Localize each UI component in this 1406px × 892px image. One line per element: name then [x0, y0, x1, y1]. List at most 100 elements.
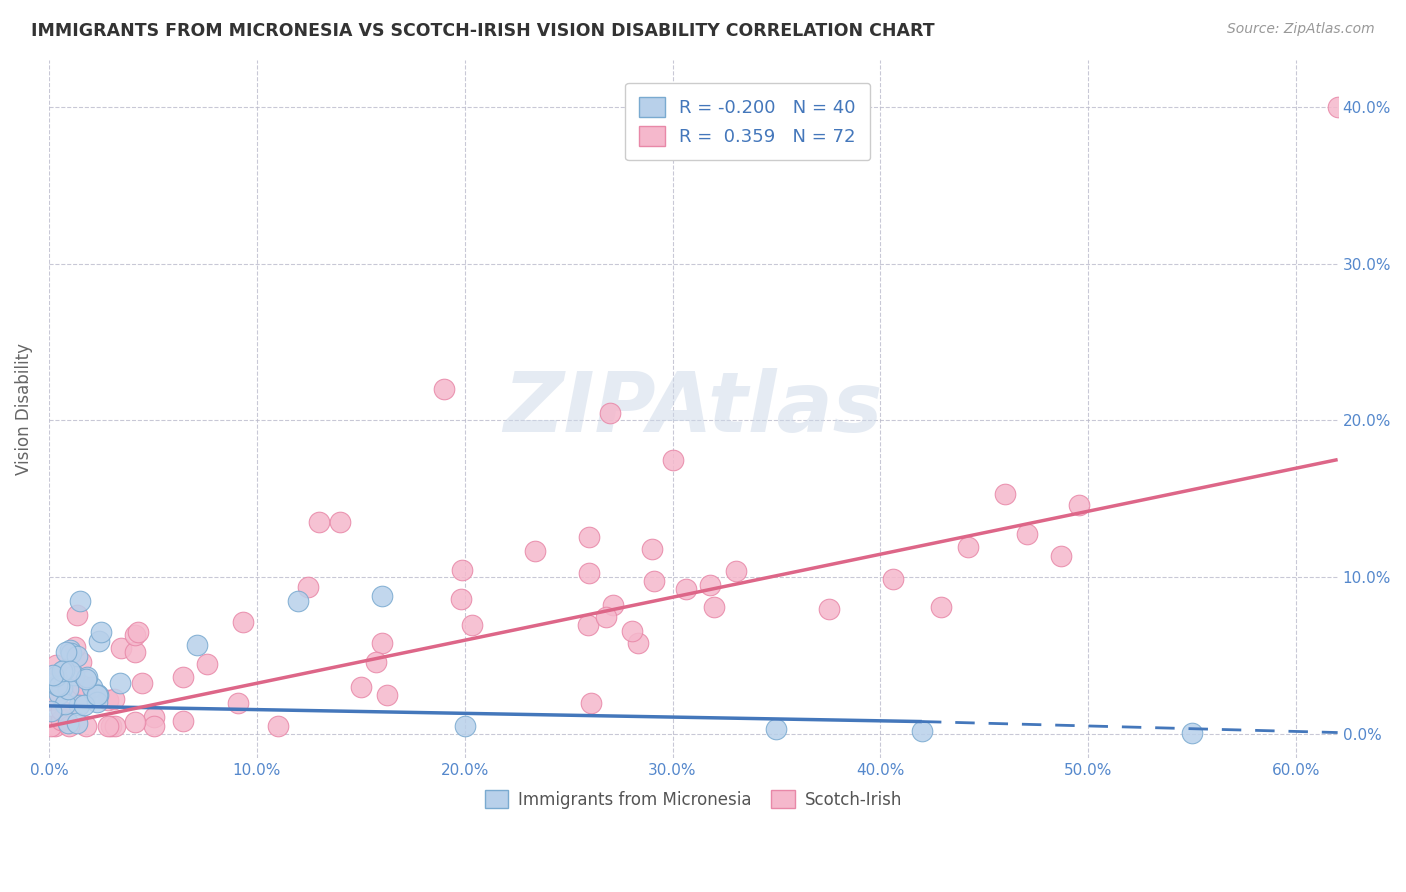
Point — [73, 698, 96, 713]
Point — [523, 544, 546, 558]
Point — [97, 719, 120, 733]
Point — [1326, 100, 1348, 114]
Point — [994, 487, 1017, 501]
Point — [1050, 549, 1073, 564]
Point — [956, 540, 979, 554]
Point — [370, 589, 392, 603]
Point — [131, 676, 153, 690]
Point — [599, 405, 621, 419]
Point — [110, 641, 132, 656]
Point — [1181, 725, 1204, 739]
Point — [287, 594, 309, 608]
Point — [75, 680, 97, 694]
Point — [75, 672, 97, 686]
Point — [172, 714, 194, 729]
Point — [86, 688, 108, 702]
Point — [45, 669, 67, 683]
Point — [58, 643, 80, 657]
Point — [87, 634, 110, 648]
Point — [56, 716, 79, 731]
Point — [41, 668, 63, 682]
Point — [45, 657, 67, 672]
Point — [58, 681, 80, 695]
Point — [90, 625, 112, 640]
Point — [53, 708, 76, 723]
Point — [59, 664, 82, 678]
Point — [578, 530, 600, 544]
Point — [371, 635, 394, 649]
Point — [49, 703, 72, 717]
Point — [461, 618, 484, 632]
Point — [231, 615, 253, 629]
Point — [65, 640, 87, 654]
Point — [364, 655, 387, 669]
Point — [73, 690, 96, 705]
Point — [661, 452, 683, 467]
Point — [70, 678, 93, 692]
Point — [124, 714, 146, 729]
Point — [67, 698, 90, 712]
Point — [699, 578, 721, 592]
Point — [308, 516, 330, 530]
Point — [59, 646, 82, 660]
Point — [86, 687, 108, 701]
Point — [76, 670, 98, 684]
Point — [51, 664, 73, 678]
Point — [433, 382, 456, 396]
Point — [142, 710, 165, 724]
Point — [724, 564, 747, 578]
Point — [66, 607, 89, 622]
Point — [44, 719, 66, 733]
Point — [375, 688, 398, 702]
Point — [51, 681, 73, 695]
Point — [75, 719, 97, 733]
Point — [702, 599, 724, 614]
Point — [97, 693, 120, 707]
Point — [45, 678, 67, 692]
Point — [765, 723, 787, 737]
Point — [579, 696, 602, 710]
Point — [1069, 499, 1091, 513]
Point — [82, 680, 104, 694]
Point — [48, 687, 70, 701]
Point — [48, 679, 70, 693]
Point — [104, 719, 127, 733]
Point — [329, 516, 352, 530]
Point — [62, 668, 84, 682]
Point — [450, 592, 472, 607]
Point — [350, 680, 373, 694]
Point — [58, 719, 80, 733]
Point — [52, 663, 75, 677]
Point — [103, 692, 125, 706]
Legend: Immigrants from Micronesia, Scotch-Irish: Immigrants from Micronesia, Scotch-Irish — [478, 784, 908, 815]
Point — [643, 574, 665, 588]
Point — [87, 688, 110, 702]
Point — [49, 714, 72, 728]
Point — [66, 715, 89, 730]
Point — [172, 670, 194, 684]
Text: IMMIGRANTS FROM MICRONESIA VS SCOTCH-IRISH VISION DISABILITY CORRELATION CHART: IMMIGRANTS FROM MICRONESIA VS SCOTCH-IRI… — [31, 22, 935, 40]
Point — [186, 638, 208, 652]
Point — [108, 675, 131, 690]
Point — [882, 572, 904, 586]
Point — [578, 566, 600, 580]
Point — [51, 712, 73, 726]
Point — [451, 563, 474, 577]
Point — [929, 600, 952, 615]
Point — [142, 719, 165, 733]
Point — [127, 625, 149, 640]
Point — [100, 719, 122, 733]
Y-axis label: Vision Disability: Vision Disability — [15, 343, 32, 475]
Point — [83, 687, 105, 701]
Point — [66, 649, 89, 664]
Point — [267, 719, 290, 733]
Point — [602, 598, 624, 612]
Point — [70, 655, 93, 669]
Point — [620, 624, 643, 639]
Point — [39, 704, 62, 718]
Point — [641, 542, 664, 557]
Point — [69, 594, 91, 608]
Point — [453, 719, 475, 733]
Point — [627, 635, 650, 649]
Text: Source: ZipAtlas.com: Source: ZipAtlas.com — [1227, 22, 1375, 37]
